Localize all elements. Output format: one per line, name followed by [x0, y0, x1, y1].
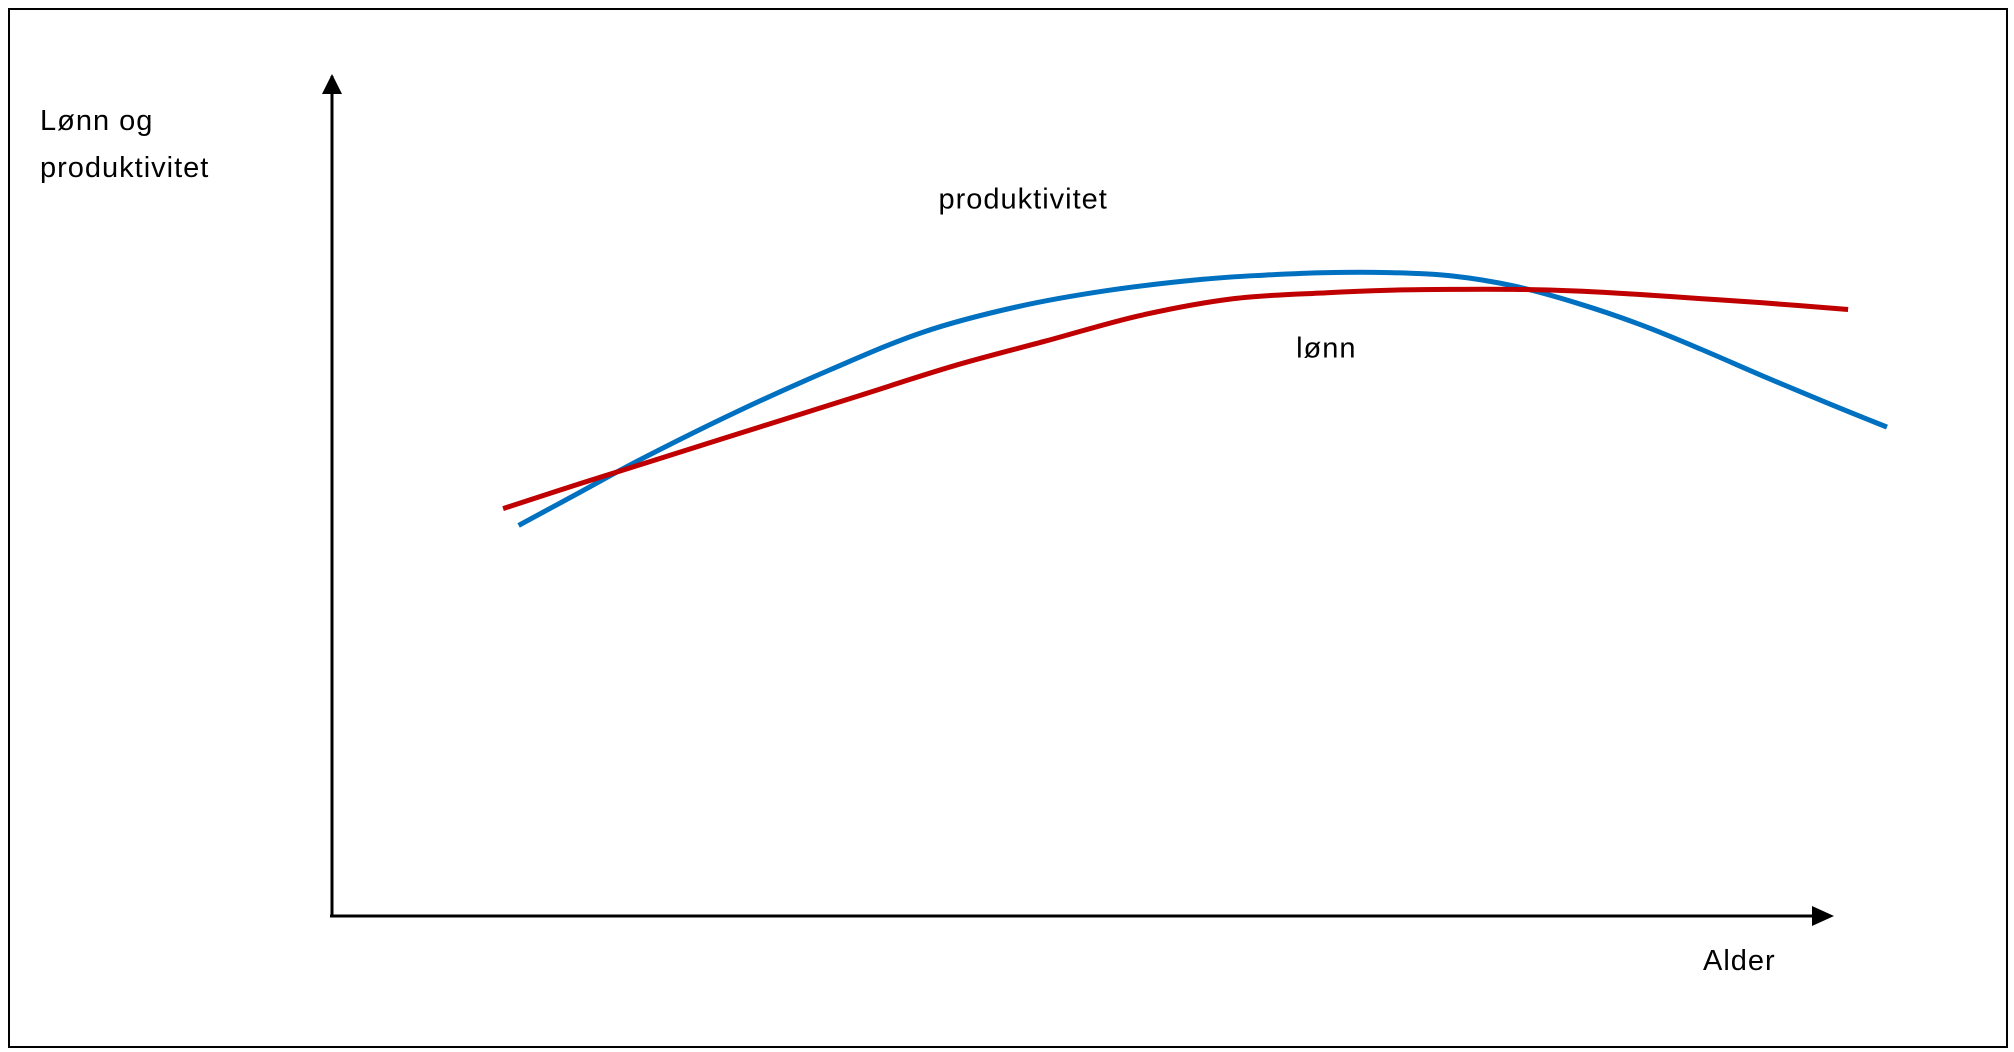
- annotation-layer: produktivitet lønn: [939, 184, 1356, 365]
- annotation-produktivitet: produktivitet: [939, 184, 1108, 216]
- chart-frame: [8, 8, 2008, 1048]
- y-axis-label-line-1: Lønn og: [40, 105, 153, 137]
- y-axis-arrow: [322, 74, 342, 94]
- x-axis-label: Alder: [1703, 945, 1776, 977]
- y-axis-label: Lønn og produktivitet: [40, 105, 209, 184]
- series-line-lonn: [502, 286, 1849, 511]
- series-layer: [502, 269, 1888, 528]
- y-axis-label-line-2: produktivitet: [40, 152, 209, 184]
- series-line-produktivitet: [517, 269, 1888, 528]
- annotation-lonn: lønn: [1296, 332, 1356, 364]
- x-axis-arrow: [1812, 906, 1834, 926]
